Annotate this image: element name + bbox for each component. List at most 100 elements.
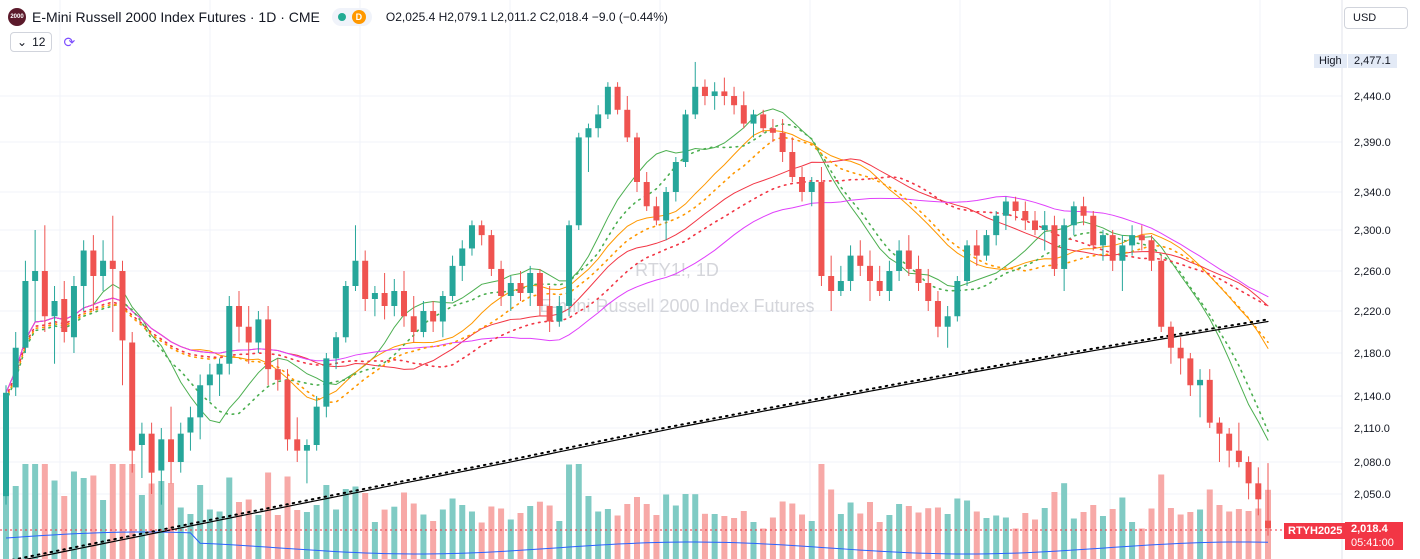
volume-bar bbox=[342, 489, 349, 559]
volume-bar bbox=[32, 464, 39, 559]
candle-body bbox=[750, 114, 757, 124]
candle-body bbox=[158, 439, 165, 471]
candle-body bbox=[391, 291, 398, 306]
candle-body bbox=[692, 86, 699, 115]
candle-body bbox=[1255, 483, 1262, 500]
currency-select[interactable]: USD bbox=[1344, 7, 1408, 29]
price-tick-label: 2,260.0 bbox=[1354, 266, 1391, 278]
volume-bar bbox=[701, 513, 708, 559]
candle-body bbox=[604, 86, 611, 115]
candle-body bbox=[682, 114, 689, 162]
candle-body bbox=[226, 306, 233, 364]
volume-bar bbox=[303, 512, 310, 559]
high-label: High bbox=[1314, 54, 1347, 68]
volume-bar bbox=[847, 502, 854, 559]
candle-body bbox=[168, 439, 175, 462]
candle-body bbox=[1148, 240, 1155, 261]
volume-bar bbox=[711, 514, 718, 559]
volume-bar bbox=[614, 515, 621, 559]
interval-toggle[interactable]: ⌄ 12 bbox=[10, 32, 53, 52]
candle-body bbox=[245, 326, 252, 343]
volume-bar bbox=[488, 506, 495, 559]
candle-body bbox=[1012, 201, 1019, 211]
candle-body bbox=[701, 86, 708, 96]
chevron-down-icon: ⌄ bbox=[17, 35, 28, 49]
candle-body bbox=[80, 250, 87, 286]
candle-body bbox=[799, 177, 806, 192]
candle-body bbox=[1002, 201, 1009, 216]
volume-bar bbox=[468, 511, 475, 559]
price-tick-label: 2,390.0 bbox=[1354, 137, 1391, 149]
candle-body bbox=[284, 379, 291, 440]
volume-bar bbox=[944, 514, 951, 559]
candle-body bbox=[3, 392, 9, 497]
volume-bar bbox=[1061, 483, 1068, 559]
candle-body bbox=[624, 109, 631, 138]
volume-bar bbox=[381, 509, 388, 559]
volume-bar bbox=[1051, 492, 1058, 559]
volume-bar bbox=[1090, 505, 1097, 559]
volume-bar bbox=[1022, 513, 1029, 559]
volume-bar bbox=[80, 478, 87, 559]
sma-200-line bbox=[24, 320, 1269, 559]
refresh-icon[interactable]: ⟳ bbox=[63, 33, 76, 50]
price-tick-label: 2,300.0 bbox=[1354, 225, 1391, 237]
volume-bar bbox=[1177, 514, 1184, 559]
symbol-logo[interactable]: 2000 bbox=[8, 8, 26, 26]
volume-bar bbox=[604, 509, 611, 559]
candle-body bbox=[1119, 245, 1126, 261]
volume-bar bbox=[1197, 509, 1204, 559]
price-tick-label: 2,220.0 bbox=[1354, 306, 1391, 318]
candle-body bbox=[857, 255, 864, 266]
volume-bar bbox=[235, 502, 242, 559]
candle-body bbox=[711, 91, 718, 96]
candle-body bbox=[731, 96, 738, 106]
volume-bar bbox=[1187, 512, 1194, 559]
volume-bar bbox=[575, 464, 582, 559]
candle-body bbox=[536, 273, 543, 306]
candle-body bbox=[789, 152, 796, 177]
candle-body bbox=[643, 182, 650, 207]
candle-body bbox=[362, 260, 369, 299]
volume-bar bbox=[1226, 511, 1233, 559]
candle-body bbox=[255, 319, 262, 343]
ema-fast-dots bbox=[5, 123, 1269, 432]
candle-body bbox=[964, 245, 971, 281]
volume-bar bbox=[1012, 528, 1019, 559]
candle-body bbox=[1245, 462, 1252, 484]
volume-bar bbox=[634, 497, 640, 559]
volume-bar bbox=[983, 518, 990, 559]
volume-bar bbox=[585, 496, 592, 559]
volume-bar bbox=[692, 494, 699, 559]
symbol-title[interactable]: E-Mini Russell 2000 Index Futures · 1D ·… bbox=[32, 9, 320, 25]
volume-bar bbox=[876, 522, 883, 559]
volume-bar bbox=[1109, 509, 1116, 559]
volume-bar bbox=[837, 514, 844, 559]
ohlc-values: O2,025.4 H2,079.1 L2,011.2 C2,018.4 −9.0… bbox=[385, 10, 668, 24]
volume-bar bbox=[70, 471, 77, 559]
candle-body bbox=[1265, 520, 1271, 529]
candle-body bbox=[886, 271, 893, 291]
volume-bar bbox=[1099, 516, 1106, 559]
candle-body bbox=[585, 128, 592, 138]
volume-bar bbox=[507, 519, 514, 559]
volume-bar bbox=[624, 504, 631, 559]
volume-bar bbox=[391, 506, 398, 559]
candle-body bbox=[216, 363, 223, 375]
volume-bar bbox=[245, 499, 252, 559]
candle-body bbox=[1158, 260, 1165, 327]
volume-bar bbox=[546, 505, 553, 559]
volume-bar bbox=[857, 513, 864, 559]
candle-body bbox=[740, 105, 747, 124]
candle-body bbox=[876, 281, 883, 291]
candle-body bbox=[342, 286, 349, 338]
candle-body bbox=[1187, 358, 1194, 386]
volume-bar bbox=[886, 515, 893, 559]
volume-bar bbox=[1080, 512, 1087, 559]
volume-bar bbox=[323, 485, 330, 559]
price-tick-label: 2,340.0 bbox=[1354, 187, 1391, 199]
candle-body bbox=[837, 281, 844, 291]
market-status-pill[interactable]: D bbox=[331, 8, 372, 26]
candle-body bbox=[1080, 206, 1087, 216]
